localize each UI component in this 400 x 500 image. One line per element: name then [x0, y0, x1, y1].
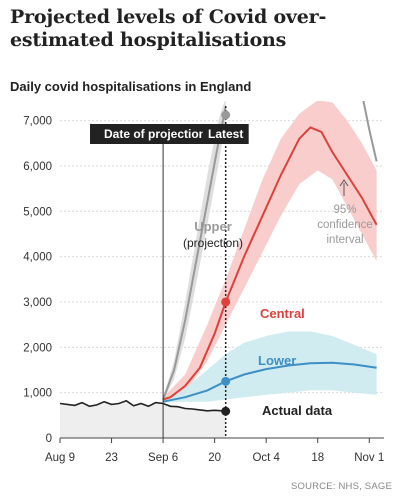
ci-label-line3: interval — [326, 234, 363, 246]
latest-point-lower — [221, 376, 231, 386]
latest-point-upper — [221, 110, 231, 120]
x-tick-label: Oct 4 — [252, 452, 280, 464]
latest-point-actual-data — [221, 406, 231, 416]
ci-label-line1: 95% — [333, 204, 356, 216]
central-series-line — [162, 126, 378, 401]
y-tick-label: 1,000 — [23, 388, 52, 400]
lower-series-line — [162, 361, 377, 403]
upper-series-sublabel: (projection) — [183, 236, 243, 250]
projection-date-label-box — [90, 124, 220, 144]
x-tick-label: 23 — [105, 452, 118, 464]
central-series-label: Central — [260, 306, 305, 321]
x-tick-label: 18 — [311, 452, 324, 464]
actual-series-label: Actual data — [262, 403, 333, 418]
source-note: SOURCE: NHS, SAGE — [290, 481, 392, 492]
latest-label-box — [202, 124, 249, 144]
lower-series-label: Lower — [258, 353, 296, 368]
x-tick-label: 20 — [208, 452, 221, 464]
upper-series-label: Upper — [194, 219, 232, 234]
y-tick-label: 7,000 — [23, 116, 52, 128]
chart-title: Projected levels of Covid over-estimated… — [10, 6, 327, 51]
y-tick-label: 4,000 — [23, 252, 52, 264]
projection-date-label: Date of projection — [104, 127, 206, 141]
ci-label-line2: confidence — [317, 219, 373, 231]
y-tick-label: 2,000 — [23, 342, 52, 354]
y-tick-label: 5,000 — [23, 206, 52, 218]
ci-arrow-head — [339, 179, 349, 187]
latest-label: Latest — [208, 127, 243, 141]
y-tick-label: 0 — [46, 433, 52, 445]
upper-confidence-band — [163, 101, 226, 401]
chart-subtitle: Daily covid hospitalisations in England — [10, 79, 252, 94]
latest-point-central — [221, 297, 231, 307]
upper-series-line-late — [362, 101, 378, 162]
actual-data-area — [60, 400, 226, 438]
x-tick-label: Nov 1 — [354, 452, 384, 464]
actual-data-line — [60, 399, 226, 412]
x-tick-label: Sep 6 — [148, 452, 178, 464]
x-tick-label: Aug 9 — [45, 452, 75, 464]
series-group — [60, 101, 378, 412]
y-tick-label: 6,000 — [23, 161, 52, 173]
y-tick-label: 3,000 — [23, 297, 52, 309]
